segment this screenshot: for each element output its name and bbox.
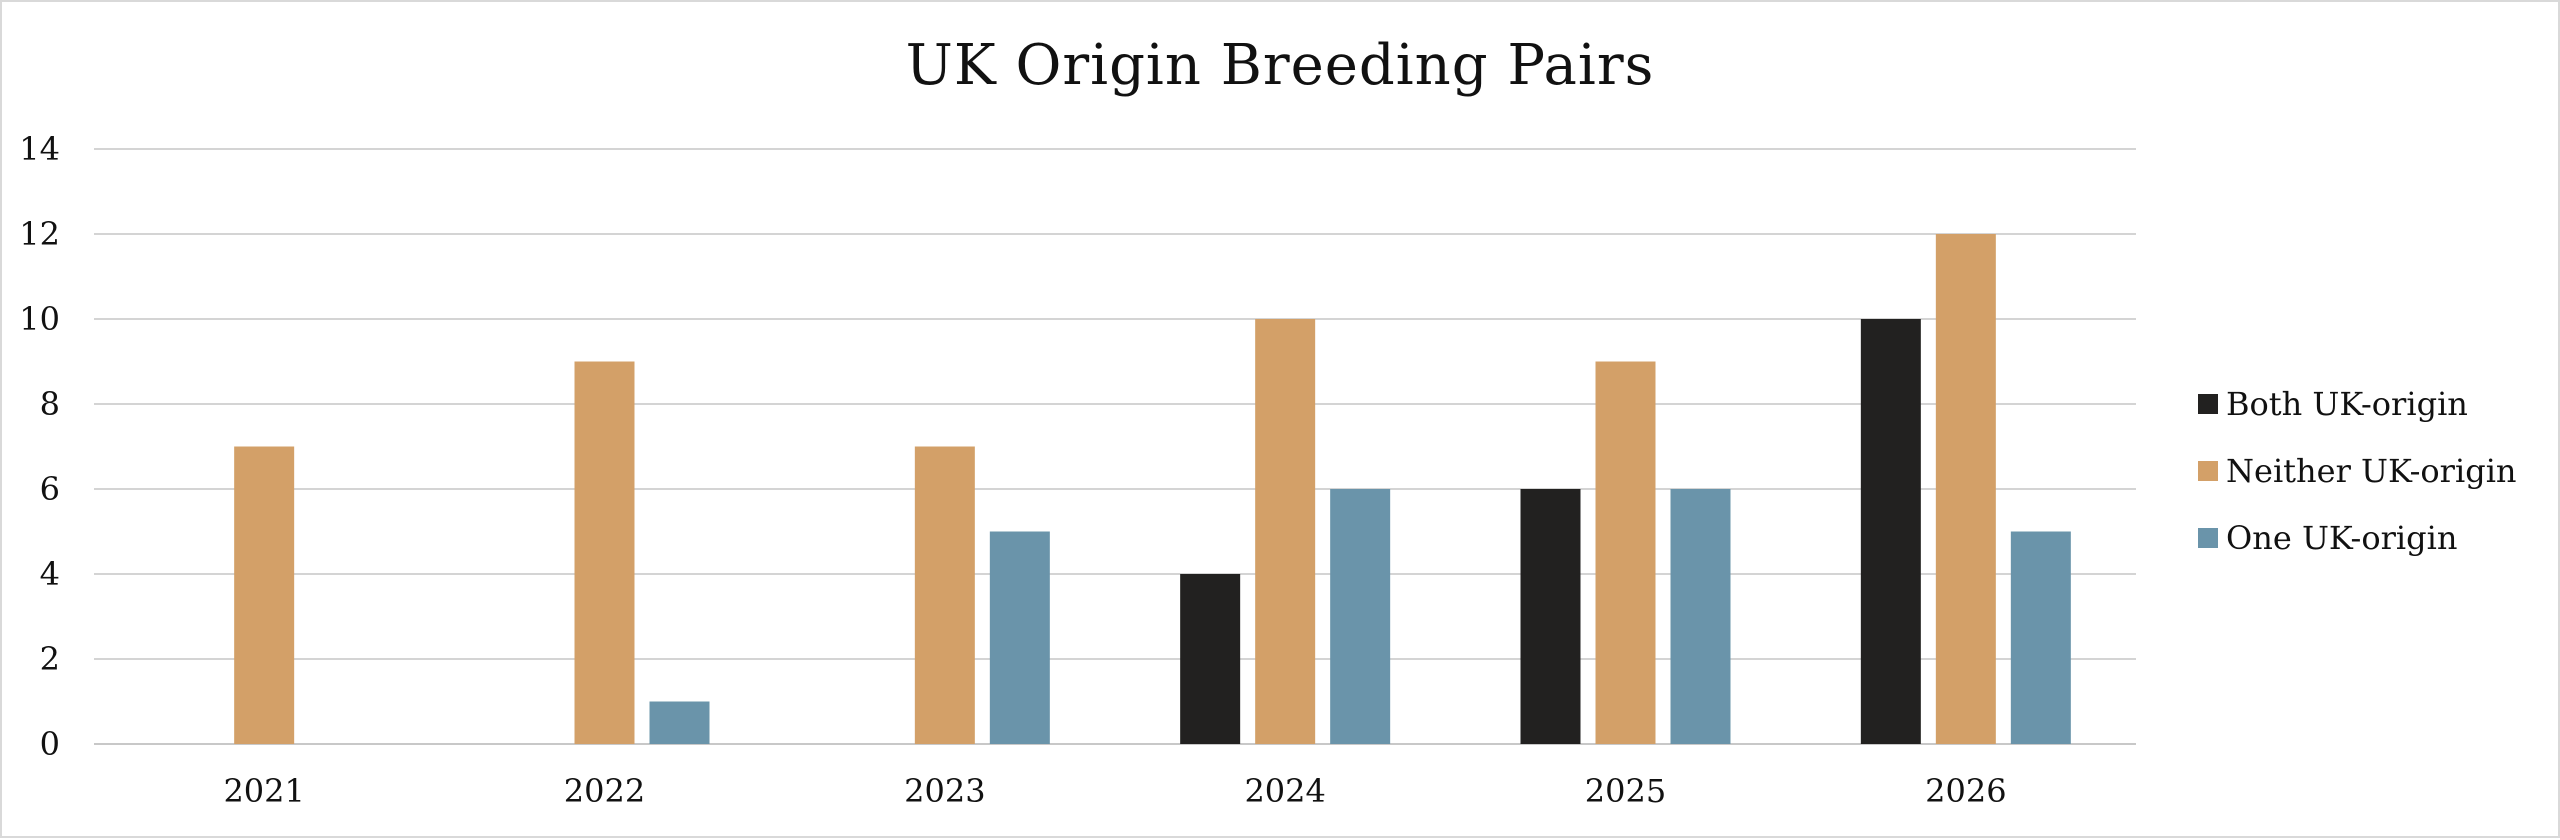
y-tick-label-4: 4: [40, 555, 60, 593]
y-tick-label-10: 10: [19, 300, 60, 338]
bar-one-uk-origin-2025: [1670, 489, 1731, 744]
y-tick-label-12: 12: [19, 215, 60, 253]
bar-neither-uk-origin-2022: [574, 361, 635, 744]
x-tick-label-2026: 2026: [1925, 772, 2006, 810]
bar-one-uk-origin-2023: [989, 531, 1050, 744]
x-tick-label-2021: 2021: [223, 772, 304, 810]
grid-lines: [94, 148, 2136, 745]
x-axis: 2021 2022 2023 2024 2025 2026: [94, 743, 2136, 810]
bar-neither-uk-origin-2026: [1935, 234, 1996, 744]
legend-label-both-uk-origin: Both UK-origin: [2226, 385, 2468, 423]
x-tick-label-2023: 2023: [904, 772, 985, 810]
y-tick-label-8: 8: [40, 385, 60, 423]
y-tick-label-2: 2: [40, 640, 60, 678]
bar-one-uk-origin-2022: [649, 701, 710, 744]
bar-one-uk-origin-2026: [2010, 531, 2071, 744]
x-tick-label-2025: 2025: [1585, 772, 1666, 810]
bar-both-uk-origin-2026: [1860, 319, 1921, 744]
bar-neither-uk-origin-2021: [234, 446, 295, 744]
legend-swatch-neither-uk-origin: [2198, 461, 2218, 481]
bar-both-uk-origin-2025: [1520, 489, 1581, 744]
legend-swatch-one-uk-origin: [2198, 528, 2218, 548]
y-tick-label-0: 0: [40, 725, 60, 763]
bar-one-uk-origin-2024: [1330, 489, 1391, 744]
x-tick-label-2022: 2022: [564, 772, 645, 810]
legend-label-one-uk-origin: One UK-origin: [2226, 519, 2457, 557]
bars: [234, 234, 2071, 744]
y-tick-label-6: 6: [40, 470, 60, 508]
bar-neither-uk-origin-2023: [914, 446, 975, 744]
legend: Both UK-origin Neither UK-origin One UK-or…: [2198, 385, 2517, 557]
legend-swatch-both-uk-origin: [2198, 394, 2218, 414]
bar-neither-uk-origin-2024: [1255, 319, 1316, 744]
bar-neither-uk-origin-2025: [1595, 361, 1656, 744]
x-tick-label-2024: 2024: [1244, 772, 1325, 810]
y-axis: 0 2 4 6 8 10 12 14: [19, 130, 60, 763]
legend-label-neither-uk-origin: Neither UK-origin: [2226, 452, 2517, 490]
y-tick-label-14: 14: [19, 130, 60, 168]
chart-title: UK Origin Breeding Pairs: [906, 33, 1655, 98]
bar-both-uk-origin-2024: [1180, 574, 1241, 744]
